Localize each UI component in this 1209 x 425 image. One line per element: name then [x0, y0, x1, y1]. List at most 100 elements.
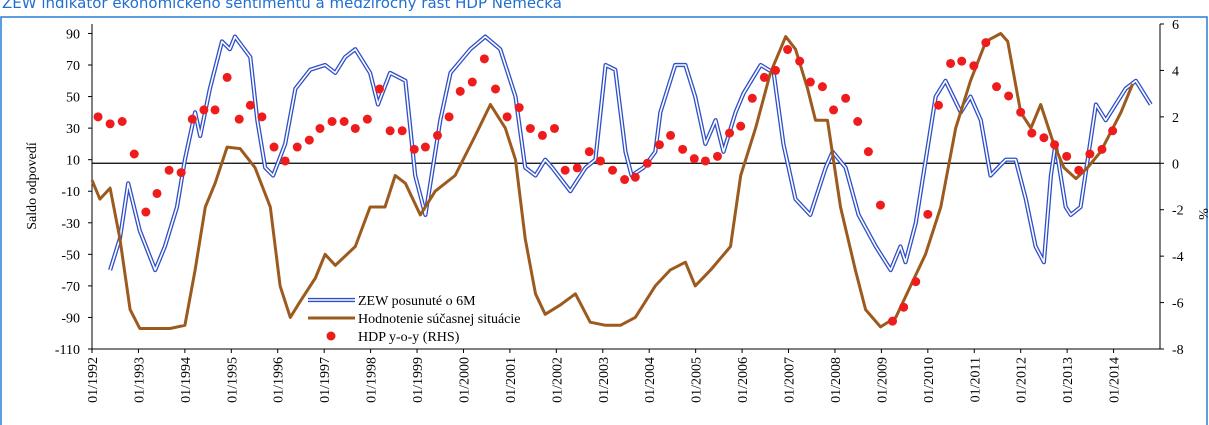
y2-tick-label: 2	[1172, 111, 1179, 126]
data-point	[93, 112, 103, 122]
data-point	[759, 72, 769, 82]
data-point	[1016, 107, 1026, 117]
data-point	[339, 117, 349, 126]
x-tick-label: 01/2007	[783, 357, 798, 403]
x-tick-label: 01/1993	[132, 357, 147, 403]
data-point	[514, 103, 524, 113]
y2-tick-label: -2	[1172, 204, 1184, 219]
data-point	[129, 149, 139, 159]
data-point	[853, 117, 863, 126]
data-point	[934, 100, 944, 110]
data-point	[888, 316, 898, 326]
data-point	[152, 188, 162, 198]
legend-label: ZEW posunuté o 6M	[358, 294, 476, 309]
x-tick-label: 01/1996	[272, 357, 287, 403]
data-point	[1004, 91, 1014, 101]
data-point	[245, 100, 255, 110]
data-point	[1085, 149, 1095, 159]
data-point	[444, 112, 454, 122]
legend-swatch	[326, 331, 336, 341]
chart-title: ZEW indikátor ekonomického sentimentu a …	[2, 0, 562, 12]
y-tick-label: -30	[61, 217, 80, 232]
data-point	[863, 147, 873, 157]
data-point	[455, 86, 465, 96]
y2-tick-label: -8	[1172, 343, 1184, 358]
data-point	[502, 112, 512, 122]
data-point	[199, 105, 209, 115]
data-point	[771, 65, 781, 75]
legend-label: Hodnotenie súčasnej situácie	[358, 312, 521, 327]
x-tick-label: 01/2003	[597, 357, 612, 403]
data-point	[736, 121, 746, 131]
data-point	[234, 114, 244, 124]
data-point	[1108, 126, 1118, 136]
y2-axis-label: %	[1195, 208, 1209, 220]
y2-tick-label: -6	[1172, 297, 1184, 312]
series-line	[90, 32, 1134, 330]
data-point	[841, 93, 851, 103]
data-point	[350, 123, 360, 133]
data-point	[525, 123, 535, 133]
data-point	[725, 128, 735, 138]
x-tick-label: 01/1992	[86, 357, 101, 403]
y2-tick-label: 6	[1172, 18, 1179, 33]
y2-tick-label: -4	[1172, 250, 1184, 265]
data-point	[292, 142, 302, 152]
data-point	[712, 151, 722, 161]
y-tick-label: 30	[66, 122, 80, 137]
data-point	[432, 130, 442, 140]
data-point	[747, 93, 757, 103]
data-point	[1074, 165, 1084, 175]
x-tick-label: 01/1994	[179, 357, 194, 403]
data-point	[678, 144, 688, 154]
x-tick-label: 01/2011	[968, 357, 983, 402]
x-tick-label: 01/2004	[643, 357, 658, 403]
x-tick-label: 01/2010	[922, 357, 937, 403]
x-tick-label: 01/2001	[504, 357, 519, 403]
data-point	[1050, 140, 1060, 150]
legend-label: HDP y-o-y (RHS)	[358, 330, 460, 345]
x-tick-label: 01/2002	[550, 357, 565, 403]
x-tick-label: 01/2014	[1108, 357, 1123, 403]
x-tick-label: 01/1999	[411, 357, 426, 403]
data-point	[362, 114, 372, 124]
y-tick-label: -50	[61, 248, 80, 263]
data-point	[210, 105, 220, 115]
data-point	[176, 168, 186, 178]
data-point	[479, 54, 489, 64]
x-tick-label: 01/2006	[736, 357, 751, 403]
series-line-inner	[109, 35, 1152, 271]
data-point	[141, 207, 151, 217]
data-point	[630, 172, 640, 182]
y-axis-label: Saldo odpovedí	[25, 142, 40, 230]
data-point	[187, 114, 197, 124]
data-point	[1027, 128, 1037, 138]
data-point	[595, 156, 605, 166]
x-tick-label: 01/1998	[365, 357, 380, 403]
data-point	[222, 72, 232, 82]
data-point	[957, 56, 967, 66]
data-point	[992, 82, 1002, 92]
data-point	[409, 144, 419, 154]
data-point	[280, 156, 290, 166]
data-point	[491, 84, 501, 94]
data-point	[374, 84, 384, 94]
x-tick-label: 01/1995	[225, 357, 240, 403]
data-point	[911, 277, 921, 287]
data-point	[689, 154, 699, 164]
y2-tick-label: 0	[1172, 157, 1179, 172]
data-point	[1062, 151, 1072, 161]
x-tick-label: 01/1997	[318, 357, 333, 403]
data-point	[608, 165, 618, 175]
data-point	[817, 82, 827, 92]
data-point	[315, 123, 325, 133]
y-tick-label: 10	[66, 154, 80, 169]
frame	[0, 16, 1208, 425]
data-point	[654, 140, 664, 150]
data-point	[829, 105, 839, 115]
data-point	[981, 38, 991, 48]
data-point	[397, 126, 407, 136]
y-tick-label: -10	[61, 185, 80, 200]
data-point	[257, 112, 267, 122]
